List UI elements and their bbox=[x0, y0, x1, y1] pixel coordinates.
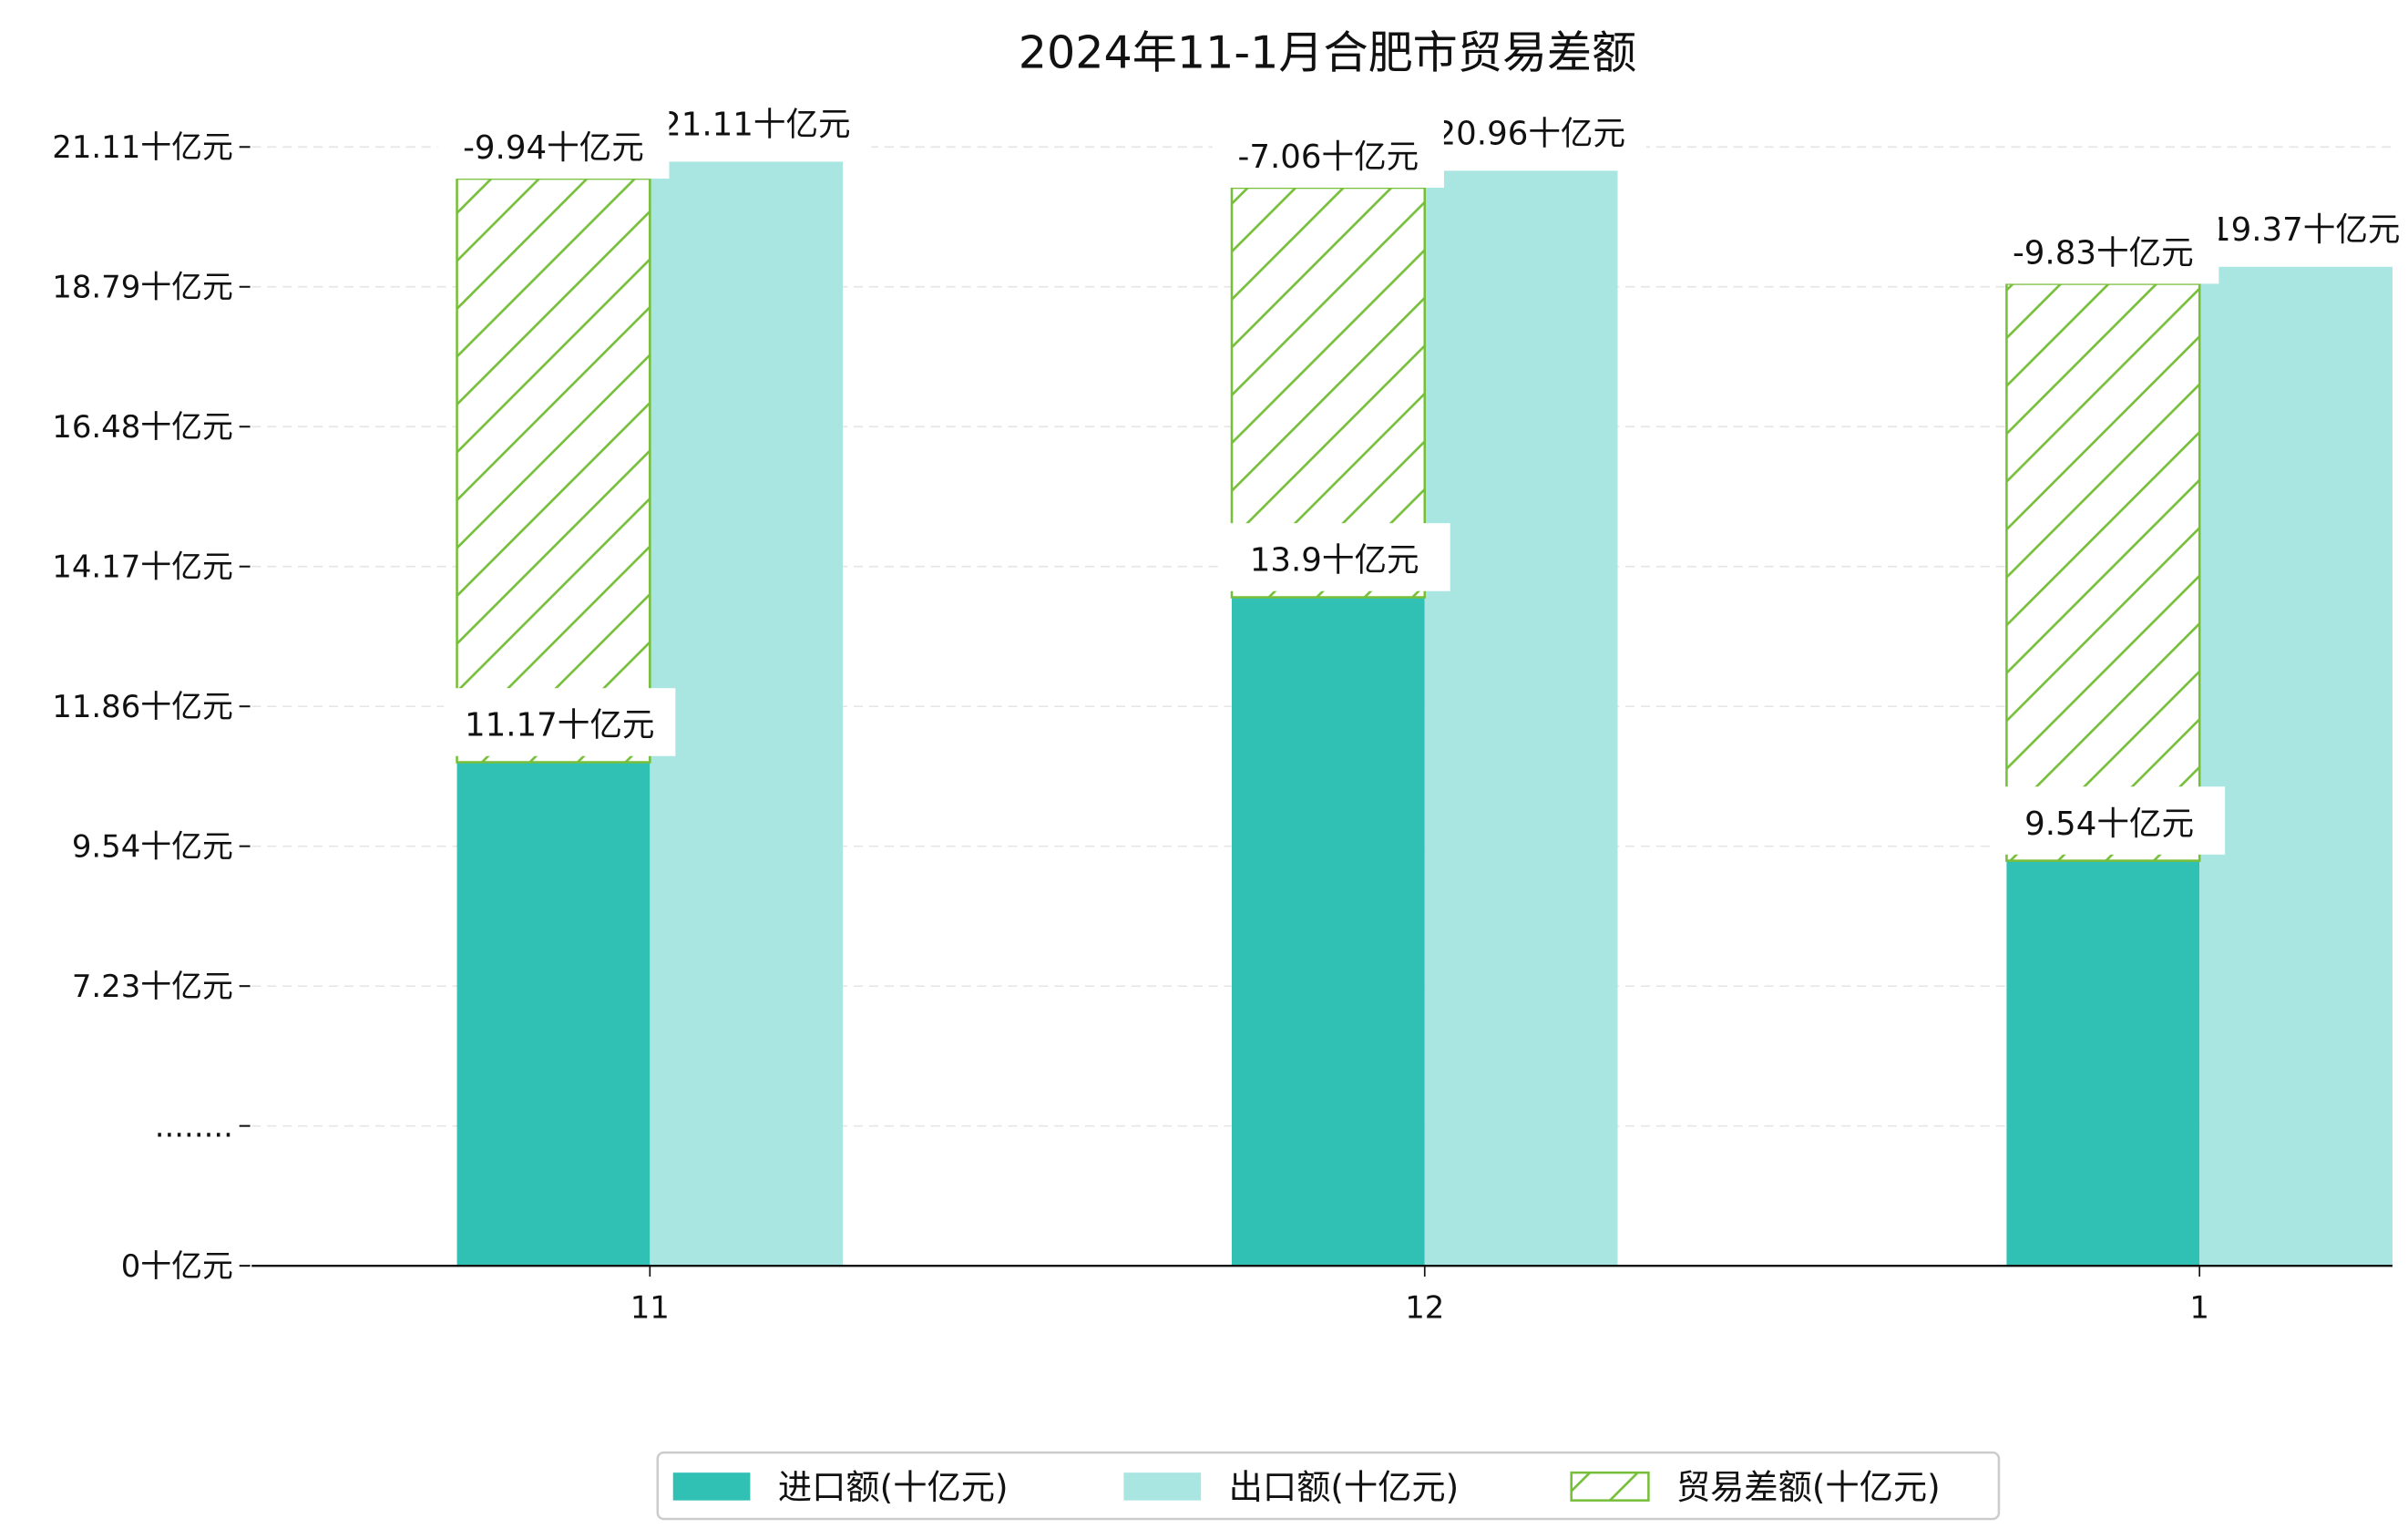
export-bar bbox=[650, 161, 844, 1267]
import-bar bbox=[1231, 597, 1425, 1267]
import-bar bbox=[2006, 860, 2200, 1267]
chart-title: 2024年11-1月合肥市贸易差额 bbox=[1019, 26, 1636, 79]
y-tick-label: 21.11十亿元 bbox=[52, 129, 233, 165]
trade-balance-bar bbox=[2005, 282, 2201, 862]
trade-balance-label-box bbox=[1987, 215, 2219, 284]
y-tick-label: 18.79十亿元 bbox=[52, 270, 233, 305]
export-label: 19.37十亿元 bbox=[2210, 211, 2400, 249]
legend-label: 进口额(十亿元) bbox=[778, 1467, 1009, 1507]
legend-swatch bbox=[672, 1472, 751, 1501]
export-bar bbox=[1424, 170, 1618, 1267]
export-label-box bbox=[2189, 192, 2408, 262]
legend-label: 贸易差额(十亿元) bbox=[1676, 1467, 1941, 1507]
import-label-box bbox=[444, 688, 676, 756]
import-label-box bbox=[1993, 786, 2226, 855]
export-bar bbox=[2199, 266, 2393, 1267]
import-bar bbox=[456, 762, 651, 1267]
y-tick-label: 7.23十亿元 bbox=[72, 969, 233, 1004]
import-label-box bbox=[1218, 523, 1450, 591]
import-label: 11.17十亿元 bbox=[465, 707, 655, 744]
axes: 0十亿元........ 7.23十亿元 9.54十亿元 11.86十亿元 14.17十… bbox=[52, 129, 2393, 1326]
trade-balance-label: -9.83十亿元 bbox=[2013, 234, 2194, 272]
export-label: 21.11十亿元 bbox=[661, 107, 851, 144]
trade-balance-label: -9.94十亿元 bbox=[463, 129, 644, 167]
legend-swatch bbox=[1570, 1471, 1650, 1502]
trade-balance-label-box bbox=[437, 110, 670, 180]
data-labels: 21.11十亿元 -9.94十亿元 11.17十亿元 20.96十亿元 -7.06十亿元… bbox=[437, 87, 2408, 855]
export-label-box bbox=[640, 87, 872, 156]
export-label-box bbox=[1414, 97, 1646, 165]
x-tick-label: 11 bbox=[630, 1290, 670, 1326]
legend-label: 出口额(十亿元) bbox=[1229, 1467, 1460, 1507]
x-tick-label: 12 bbox=[1405, 1290, 1444, 1326]
y-tick-label: 9.54十亿元 bbox=[72, 829, 233, 865]
trade-balance-bar bbox=[456, 177, 651, 764]
y-tick-label: 14.17十亿元 bbox=[52, 549, 233, 585]
legend: 进口额(十亿元) 出口额(十亿元) 贸易差额(十亿元) bbox=[656, 1451, 2001, 1521]
bars bbox=[456, 161, 2393, 1267]
trade-balance-label: -7.06十亿元 bbox=[1238, 139, 1419, 176]
legend-box bbox=[656, 1451, 2001, 1521]
y-tick-label: 16.48十亿元 bbox=[52, 409, 233, 445]
x-tick-label: 1 bbox=[2189, 1290, 2209, 1326]
export-label: 20.96十亿元 bbox=[1436, 116, 1626, 153]
import-label: 9.54十亿元 bbox=[2024, 805, 2194, 843]
y-tick-label: ........ bbox=[155, 1109, 233, 1144]
legend-swatch bbox=[1123, 1472, 1202, 1501]
y-tick-label: 11.86十亿元 bbox=[52, 689, 233, 724]
trade-balance-label-box bbox=[1212, 119, 1444, 189]
y-tick-label: 0十亿元 bbox=[121, 1248, 233, 1284]
import-label: 13.9十亿元 bbox=[1250, 542, 1419, 580]
